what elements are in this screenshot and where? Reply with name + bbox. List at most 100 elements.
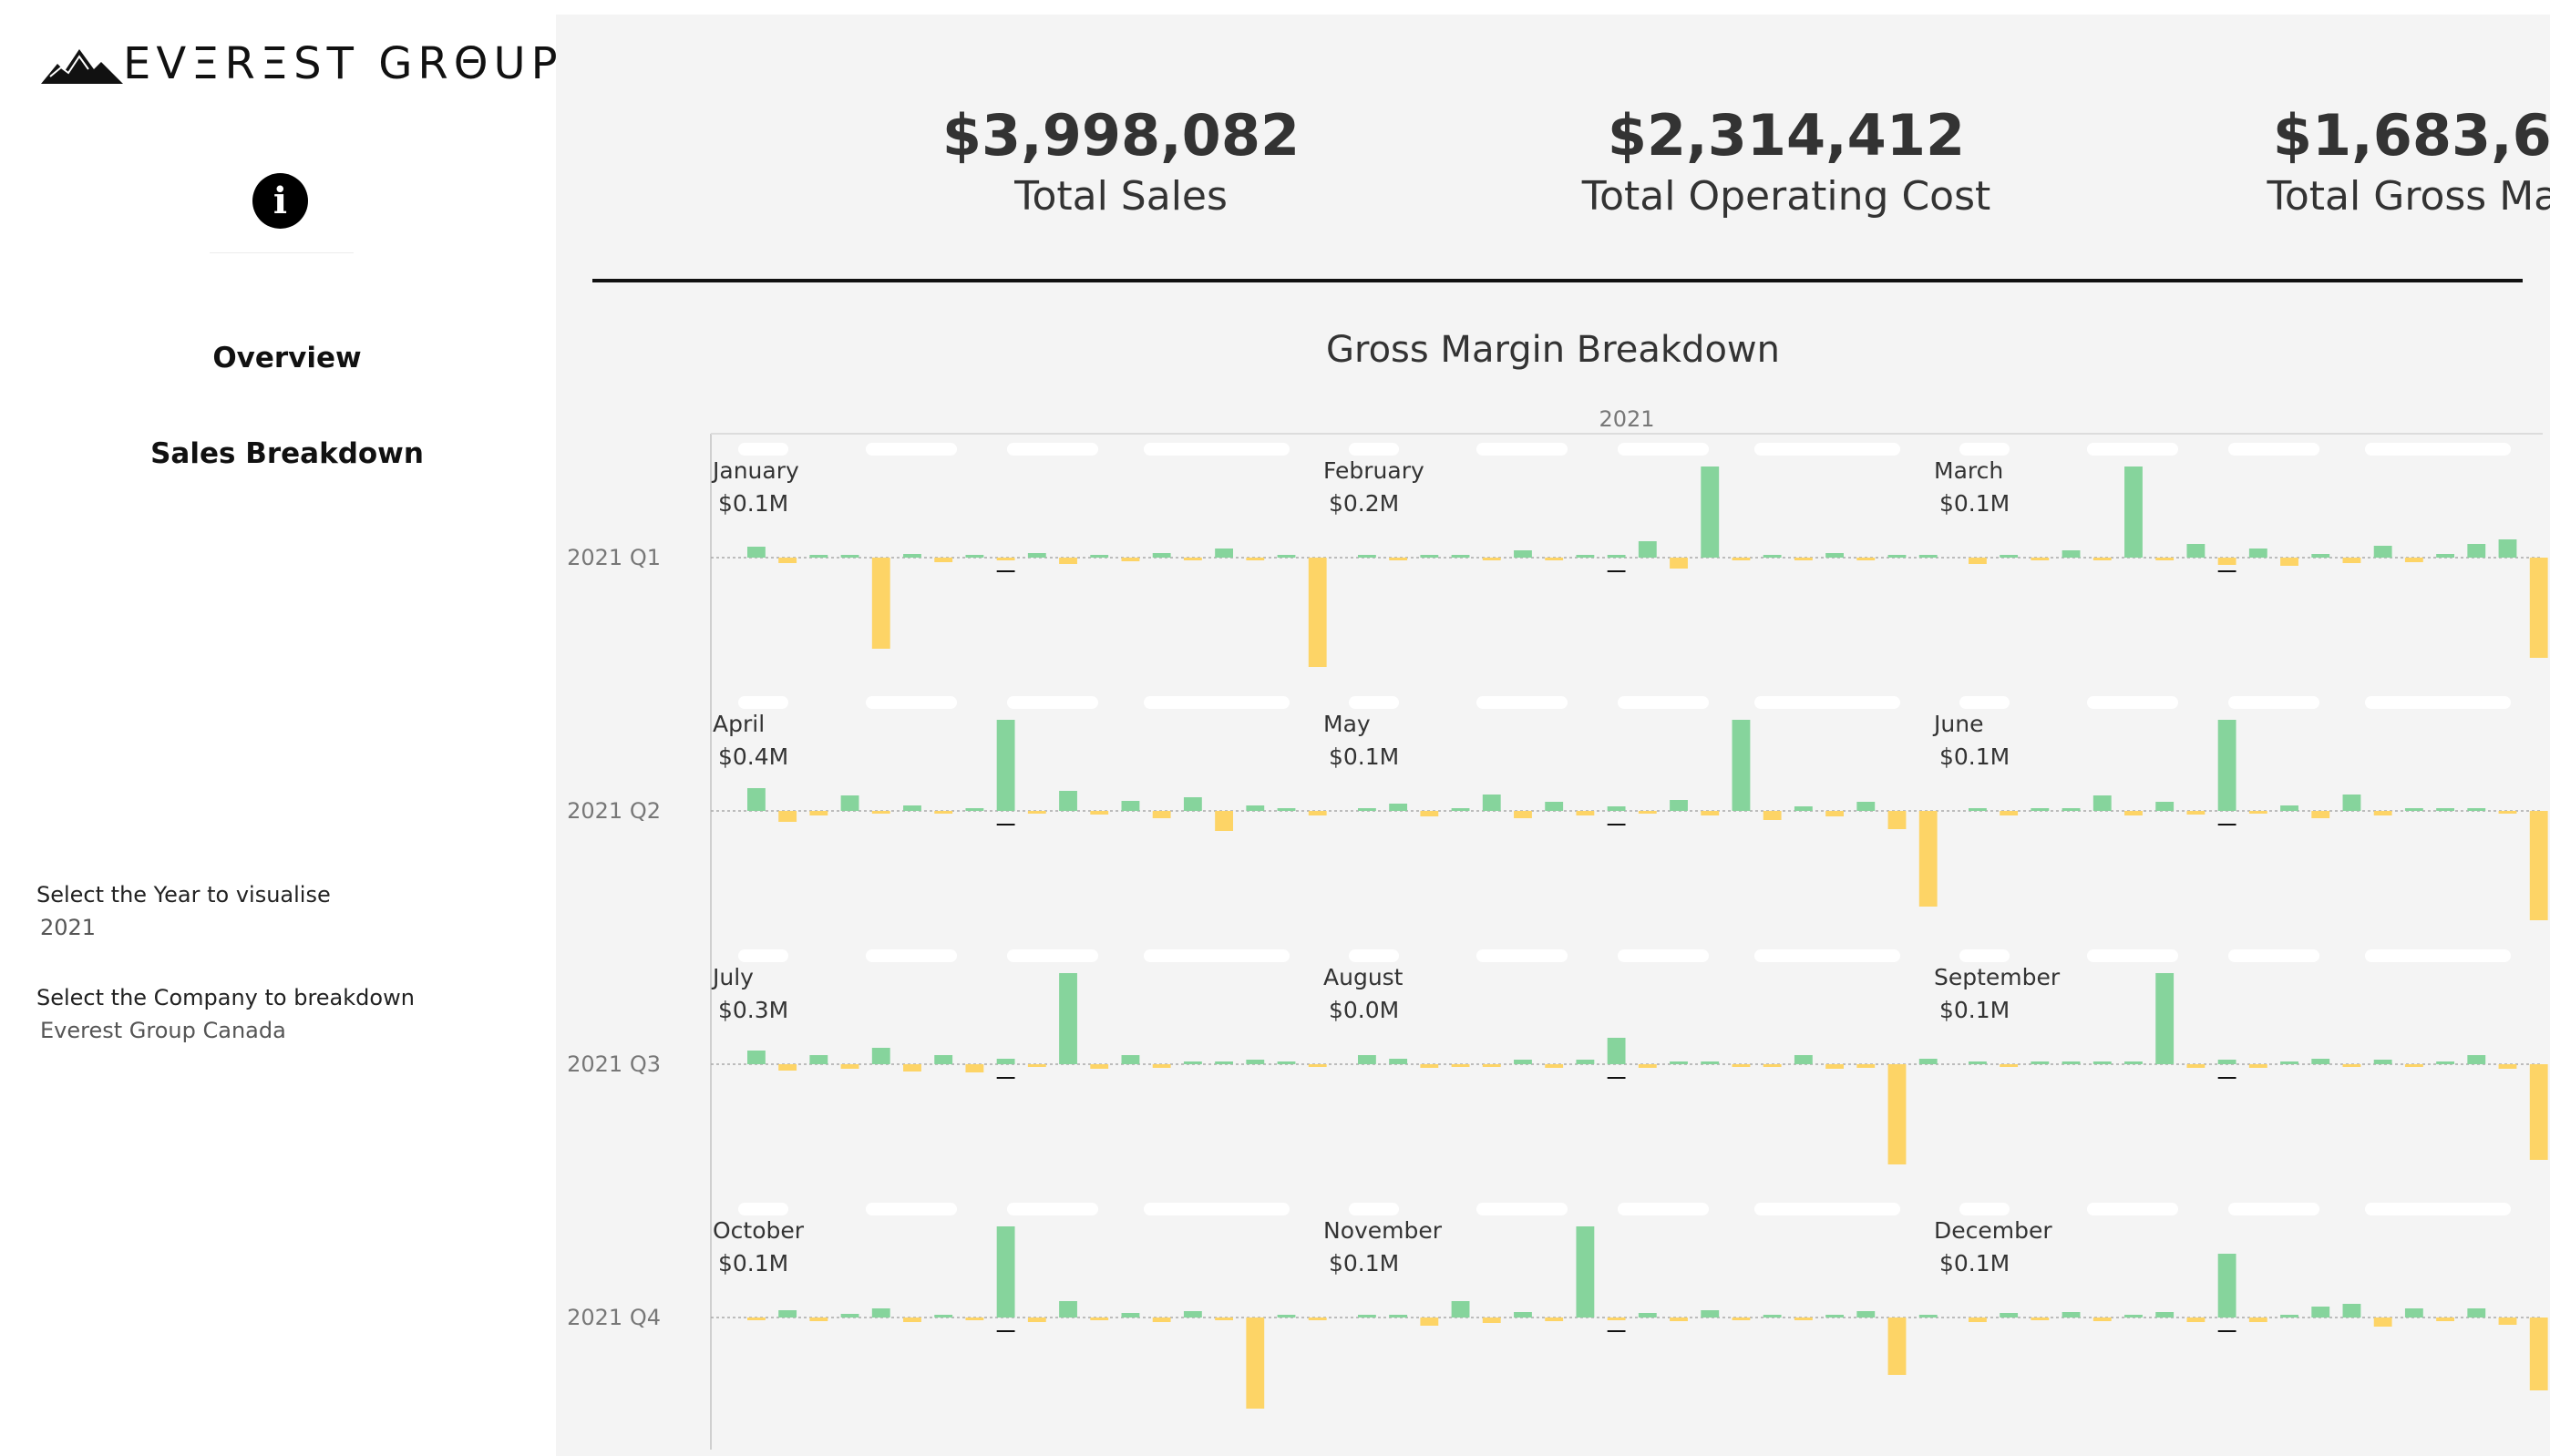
placeholder-pill <box>2365 949 2511 962</box>
waterfall-bar <box>2062 808 2081 811</box>
waterfall-bar <box>809 811 828 815</box>
waterfall-bar <box>1059 973 1077 1064</box>
placeholder-pill <box>1476 443 1568 456</box>
waterfall-bar <box>1514 811 1532 818</box>
waterfall-bar <box>2436 1061 2454 1064</box>
placeholder-pill <box>1007 949 1098 962</box>
waterfall-bar <box>1027 1064 1046 1067</box>
waterfall-bar <box>2062 1061 2081 1064</box>
waterfall-bar <box>2373 1060 2392 1064</box>
waterfall-bar <box>871 811 890 814</box>
waterfall-bar <box>1152 811 1171 818</box>
total-marker <box>996 824 1015 825</box>
info-panel[interactable]: i <box>210 141 354 253</box>
row-label: 2021 Q1 <box>567 545 661 570</box>
waterfall-bar <box>1887 1064 1907 1164</box>
waterfall-bar <box>747 1051 766 1064</box>
waterfall-bar <box>747 1318 766 1320</box>
waterfall-bar <box>1969 1318 1987 1322</box>
waterfall-bar <box>996 720 1015 811</box>
waterfall-bar <box>1638 1313 1657 1318</box>
month-label: May <box>1323 711 1371 737</box>
info-circle-icon[interactable]: i <box>252 173 308 229</box>
waterfall-bar <box>1090 1318 1109 1320</box>
placeholder-pill <box>2365 443 2511 456</box>
waterfall-bar <box>2186 1064 2206 1068</box>
placeholder-pill <box>1349 1203 1399 1215</box>
waterfall-bar <box>1451 1064 1470 1067</box>
waterfall-bar <box>1887 811 1907 829</box>
total-marker <box>996 1077 1015 1079</box>
waterfall-bar <box>934 811 953 814</box>
waterfall-bar <box>778 1064 797 1071</box>
waterfall-bar <box>1246 1060 1265 1064</box>
waterfall-bar <box>2467 1055 2486 1064</box>
kpi-value: $3,998,082 <box>941 102 1301 169</box>
waterfall-bar <box>1215 811 1233 831</box>
waterfall-bar <box>2311 1307 2330 1318</box>
placeholder-pill <box>2365 696 2511 709</box>
waterfall-bar <box>2373 1318 2392 1327</box>
placeholder-pill <box>2228 443 2319 456</box>
waterfall-bar <box>1969 808 1987 811</box>
waterfall-bar <box>1794 1318 1813 1320</box>
placeholder-pill <box>1754 443 1900 456</box>
waterfall-bar <box>1027 811 1046 814</box>
year-filter-value[interactable]: 2021 <box>40 915 97 940</box>
waterfall-bar <box>2248 1318 2267 1322</box>
waterfall-bar <box>996 558 1015 560</box>
month-label: June <box>1932 711 1983 737</box>
total-marker <box>2217 1077 2236 1079</box>
month-total: $0.1M <box>1939 1250 2010 1277</box>
waterfall-bar <box>747 547 766 558</box>
waterfall-bar <box>1732 1064 1751 1067</box>
waterfall-bar <box>1152 553 1171 558</box>
waterfall-bar <box>934 1315 953 1318</box>
waterfall-bar <box>903 805 921 811</box>
waterfall-bar <box>1701 1310 1720 1318</box>
waterfall-bar <box>1856 802 1876 811</box>
waterfall-bar <box>1308 1064 1327 1067</box>
waterfall-bar <box>2124 1061 2143 1064</box>
waterfall-bar <box>1482 558 1501 560</box>
nav-overview[interactable]: Overview <box>212 342 362 374</box>
placeholder-pill <box>1476 696 1568 709</box>
waterfall-bar <box>2124 811 2143 815</box>
waterfall-bar <box>2000 1064 2019 1067</box>
waterfall-bar <box>934 1055 953 1064</box>
waterfall-bar <box>2217 558 2236 565</box>
waterfall-bar <box>2031 808 2050 811</box>
waterfall-bar <box>2062 1312 2081 1318</box>
waterfall-bar <box>2498 1318 2517 1325</box>
waterfall-bar <box>1825 1315 1844 1318</box>
placeholder-pill <box>2228 696 2319 709</box>
waterfall-bar <box>903 1318 921 1322</box>
placeholder-pill <box>1144 1203 1290 1215</box>
waterfall-bar <box>2280 805 2298 811</box>
waterfall-bar <box>903 1064 921 1071</box>
month-total: $0.1M <box>718 1250 788 1277</box>
total-marker <box>2217 824 2236 825</box>
waterfall-bar <box>2404 1064 2423 1067</box>
waterfall-bar <box>1482 1318 1501 1323</box>
nav-sales-breakdown[interactable]: Sales Breakdown <box>150 437 424 470</box>
waterfall-bar <box>2186 811 2206 815</box>
waterfall-bar <box>871 1048 890 1064</box>
placeholder-pill <box>1007 443 1098 456</box>
waterfall-bar <box>2404 808 2423 811</box>
company-filter-value[interactable]: Everest Group Canada <box>40 1018 286 1043</box>
placeholder-pill <box>866 696 957 709</box>
waterfall-bar <box>2404 1308 2423 1318</box>
waterfall-bar <box>2217 1254 2236 1318</box>
placeholder-pill <box>1476 1203 1568 1215</box>
waterfall-bar <box>2436 1318 2454 1321</box>
waterfall-bar <box>1451 808 1470 811</box>
waterfall-bar <box>965 1064 984 1072</box>
waterfall-bar <box>1918 1059 1938 1064</box>
month-label: November <box>1323 1217 1443 1244</box>
waterfall-bar <box>2124 1315 2143 1318</box>
waterfall-bar <box>747 788 766 811</box>
waterfall-bar <box>1514 1312 1532 1318</box>
waterfall-bar <box>809 555 828 558</box>
waterfall-bar <box>2031 558 2050 560</box>
